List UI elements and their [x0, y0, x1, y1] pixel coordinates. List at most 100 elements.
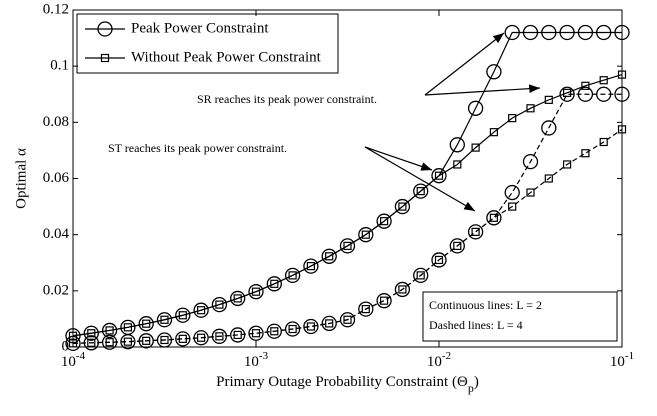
arrow [364, 146, 433, 171]
marker-square [325, 252, 334, 261]
marker-circle [614, 24, 630, 41]
marker-square [105, 326, 114, 335]
marker-square [544, 174, 553, 183]
marker-circle [248, 284, 264, 300]
marker-square [544, 95, 553, 104]
marker-square [617, 70, 627, 79]
legend: Peak Power Constraint Without Peak Power … [76, 13, 339, 74]
marker-square [398, 285, 407, 294]
marker-circle [559, 86, 575, 102]
marker-square [105, 338, 114, 347]
marker-square [489, 128, 498, 137]
marker-square [599, 137, 608, 147]
marker-square [233, 330, 242, 340]
marker-circle [376, 213, 392, 229]
marker-circle [596, 86, 612, 102]
marker-square [142, 319, 151, 328]
marker-circle [303, 318, 319, 335]
marker-square [100, 53, 110, 63]
marker-circle [339, 238, 356, 254]
marker-square [380, 217, 389, 226]
marker-circle [230, 290, 246, 307]
marker-circle [504, 24, 520, 41]
marker-square [270, 279, 279, 288]
marker-square [453, 160, 462, 169]
y-tick-label: 0.06 [43, 170, 70, 186]
marker-square [197, 306, 206, 315]
marker-square [142, 336, 151, 345]
marker-square [233, 294, 242, 303]
marker-circle [541, 120, 557, 136]
marker-square [215, 300, 224, 309]
marker-circle [156, 312, 173, 328]
y-tick-label: 0.08 [43, 114, 69, 130]
marker-square [160, 315, 169, 324]
marker-square [306, 322, 315, 331]
marker-square [343, 241, 352, 250]
marker-square [178, 334, 187, 343]
marker-square [563, 88, 572, 97]
arrow [364, 146, 476, 212]
marker-circle [65, 335, 81, 351]
marker-circle [577, 86, 594, 102]
marker-circle [522, 24, 539, 41]
legend-label: Peak Power Constraint [131, 20, 269, 36]
marker-square [471, 143, 480, 152]
marker-square [361, 230, 370, 239]
annotation: SR reaches its peak power constraint. [197, 92, 377, 106]
marker-square [434, 255, 444, 265]
y-tick-label: 0.12 [43, 1, 69, 17]
marker-square [398, 202, 407, 211]
arrows [364, 32, 541, 212]
marker-circle [486, 210, 502, 226]
marker-circle [193, 302, 209, 318]
marker-circle [467, 224, 484, 240]
x-axis-label: Primary Outage Probability Constraint (Θ… [216, 374, 479, 394]
legend-label: Without Peak Power Constraint [131, 49, 322, 65]
marker-square [489, 213, 498, 222]
x-tick-label: 10-4 [61, 350, 86, 371]
x-tick-label: 10-1 [610, 350, 634, 371]
y-axis-label: Optimal α [13, 148, 29, 209]
marker-square [325, 319, 334, 328]
marker-circle [413, 183, 429, 199]
marker-square [581, 81, 590, 90]
marker-circle [559, 24, 575, 41]
marker-circle [248, 325, 264, 341]
marker-square [434, 171, 444, 180]
marker-circle [449, 238, 465, 254]
y-tick-label: 0.1 [50, 58, 69, 74]
marker-square [380, 296, 389, 305]
marker-square [526, 188, 535, 197]
marker-circle [120, 334, 136, 350]
marker-circle [522, 153, 539, 170]
marker-square [178, 311, 187, 320]
arrow [424, 32, 505, 96]
marker-circle [321, 315, 337, 332]
marker-square [306, 262, 315, 271]
marker-square [87, 329, 96, 338]
marker-square [526, 104, 535, 113]
marker-circle [339, 312, 356, 328]
marker-circle [284, 321, 301, 337]
marker-circle [175, 307, 191, 323]
marker-square [471, 227, 480, 236]
marker-circle [266, 276, 282, 292]
marker-square [160, 335, 169, 345]
marker-square [416, 187, 425, 196]
marker-circle [230, 327, 246, 343]
marker-circle [467, 100, 484, 116]
marker-circle [211, 296, 228, 313]
marker-circle [97, 21, 113, 37]
marker-circle [284, 267, 301, 284]
marker-square [251, 287, 261, 296]
text-box [422, 291, 618, 342]
marker-square [343, 315, 352, 324]
marker-circle [321, 248, 337, 264]
marker-square [215, 332, 224, 341]
text-box-line: Continuous lines: L = 2 [429, 298, 542, 312]
marker-square [197, 333, 206, 342]
marker-circle [577, 24, 594, 41]
marker-circle [504, 184, 520, 201]
arrow [424, 84, 541, 96]
